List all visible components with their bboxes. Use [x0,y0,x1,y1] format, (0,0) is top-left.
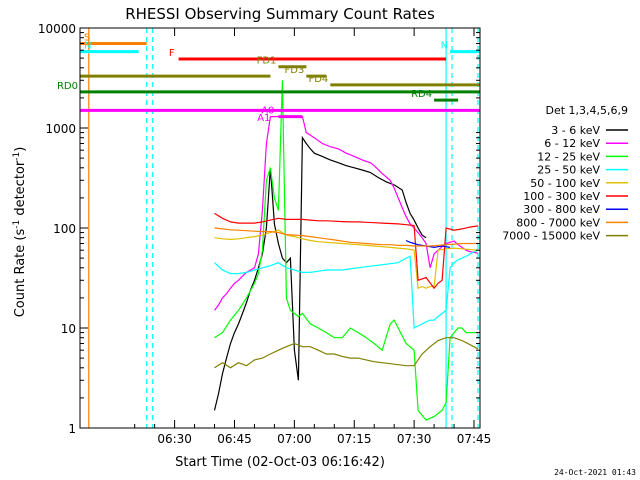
series-line-2 [214,80,478,421]
legend-label-8: 7000 - 15000 keV [502,230,600,243]
timestamp-label: 24-Oct-2021 01:43 [554,468,636,477]
x-axis-label: Start Time (02-Oct-03 06:16:42) [175,455,385,470]
y-tick-label-1: 10 [61,322,76,336]
x-tick-label-3: 07:15 [337,432,372,446]
flag-label-3: F [169,48,175,59]
y-axis-label: Count Rate (s-1 detector-1) [12,147,28,318]
series-line-5 [214,212,479,290]
flag-label-9: RD4 [411,89,432,100]
legend-label-6: 300 - 800 keV [523,203,600,216]
y-tick-label-3: 1000 [45,122,76,136]
x-tick-label-4: 07:30 [397,432,432,446]
series-line-0 [213,135,427,411]
legend-label-2: 12 - 25 keV [537,150,600,163]
flag-label-0: S [84,32,90,43]
legend-title: Det 1,3,4,5,6,9 [545,104,628,117]
y-tick-label-4: 10000 [38,22,76,36]
flag-label-11: A0 [261,106,274,117]
legend-label-4: 50 - 100 keV [530,177,600,190]
series-line-1 [214,116,479,311]
series-line-8 [214,337,479,369]
flag-label-2: N [441,41,448,52]
series-line-7 [214,227,478,247]
flag-label-4: FD1 [257,56,277,67]
series-line-4 [214,229,479,290]
flag-label-7: FD4 [308,74,328,85]
y-tick-label-0: 1 [68,422,76,436]
x-tick-label-1: 06:45 [217,432,252,446]
flag-label-5: FD3 [285,65,305,76]
chart-title: RHESSI Observing Summary Count Rates [125,5,435,23]
legend-label-0: 3 - 6 keV [551,124,600,137]
flag-label-1: N [84,41,91,52]
legend-label-3: 25 - 50 keV [537,164,600,177]
series-line-3 [214,249,479,329]
legend-label-1: 6 - 12 keV [544,137,600,150]
x-tick-label-5: 07:45 [457,432,492,446]
legend-label-7: 800 - 7000 keV [516,216,600,229]
x-tick-label-0: 06:30 [157,432,192,446]
plot-frame [79,27,481,429]
flag-label-12: A1 [257,113,270,124]
legend-label-5: 100 - 300 keV [523,190,600,203]
y-tick-label-2: 100 [53,222,76,236]
x-tick-label-2: 07:00 [277,432,312,446]
flag-label-8: RD0 [57,81,78,92]
